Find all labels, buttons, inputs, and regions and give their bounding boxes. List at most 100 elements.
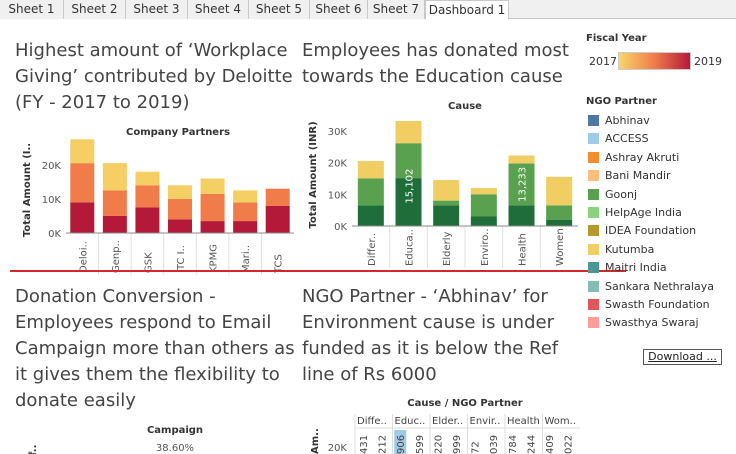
bar-segment[interactable] <box>395 143 422 179</box>
ngo-partner-table[interactable]: Cause / NGO Partner Am.. 20K Diffe.. Educ.. E… <box>300 392 585 454</box>
legend-swatch <box>588 151 599 163</box>
y-tick-label: 10K <box>42 195 62 206</box>
bar-segment[interactable] <box>395 121 422 144</box>
fiscal-year-max: 2019 <box>694 55 722 68</box>
bar-segment[interactable] <box>168 198 192 220</box>
bar-segment[interactable] <box>168 219 192 233</box>
bar-segment[interactable] <box>70 139 95 164</box>
fiscal-year-legend-title: Fiscal Year <box>586 33 647 44</box>
x-tick-label: Enviro.. <box>480 228 491 266</box>
bar-segment[interactable] <box>357 205 384 226</box>
table-column-header: Wom.. <box>545 416 577 427</box>
bar-segment[interactable] <box>70 163 95 203</box>
y-tick-label: 30K <box>328 127 348 138</box>
tab-sheet-6[interactable]: Sheet 6 <box>310 0 368 19</box>
bar-segment[interactable] <box>200 221 225 233</box>
bar-segment[interactable] <box>200 178 225 194</box>
legend-label: ACCESS <box>605 132 649 146</box>
bar-segment[interactable] <box>135 185 160 208</box>
campaign-chart-title: Campaign <box>147 425 203 436</box>
cause-chart[interactable]: Cause Total Amount (INR) 0K 10K 20K 30K Differ… <box>300 95 585 275</box>
table-column-header: Educ.. <box>395 416 426 427</box>
bar-segment[interactable] <box>168 185 192 199</box>
ngo-partner-legend-title: NGO Partner <box>586 96 657 107</box>
bar-segment[interactable] <box>102 190 127 216</box>
company-partners-chart[interactable]: Company Partners Total Amount (I.. 0K 10K 20… <box>0 120 300 275</box>
chart-title: Cause <box>448 101 482 112</box>
bar-segment[interactable] <box>470 187 497 195</box>
tab-sheet-2[interactable]: Sheet 2 <box>64 0 126 19</box>
tab-sheet-3[interactable]: Sheet 3 <box>126 0 188 19</box>
tab-sheet-5[interactable]: Sheet 5 <box>249 0 310 19</box>
bar-segment[interactable] <box>357 160 384 179</box>
legend-label: Swasth Foundation <box>605 298 710 311</box>
legend-swatch <box>588 317 599 329</box>
x-tick-label: Genp.. <box>111 240 122 273</box>
y-tick-label: 0K <box>48 229 61 240</box>
bar-segment[interactable] <box>433 205 460 226</box>
legend-label: Sankara Nethralaya <box>605 279 714 293</box>
campaign-chart[interactable]: Campaign 38.60% f.. <box>0 420 300 454</box>
tab-sheet-7[interactable]: Sheet 7 <box>368 0 425 19</box>
bar-segment[interactable] <box>265 188 290 206</box>
table-highlight-cell[interactable] <box>394 430 407 454</box>
tab-sheet-1[interactable]: Sheet 1 <box>0 0 64 19</box>
title-donation-conversion: Donation Conversion - Employees respond … <box>15 286 295 411</box>
bar-segment[interactable] <box>508 205 535 226</box>
legend-swatch <box>588 243 599 255</box>
bar-segment[interactable] <box>200 193 225 222</box>
campaign-data-label: 38.60% <box>156 443 194 454</box>
bar-segment[interactable] <box>395 178 422 226</box>
legend-label: Abhinav <box>605 114 650 127</box>
bar-segment[interactable] <box>470 216 497 226</box>
tab-sheet-4[interactable]: Sheet 4 <box>188 0 249 19</box>
table-cell-value: 220 <box>433 435 444 454</box>
bar-segment[interactable] <box>70 202 95 233</box>
bar-segment[interactable] <box>265 205 290 233</box>
table-title: Cause / NGO Partner <box>407 398 523 409</box>
y-axis-label: Total Amount (I.. <box>22 143 33 237</box>
x-tick-label: Women <box>555 228 566 266</box>
legend-label: Kutumba <box>605 242 655 256</box>
bar-segment[interactable] <box>470 194 497 217</box>
y-axis-label: Total Amount (INR) <box>308 121 319 228</box>
campaign-y-axis-label: f.. <box>28 445 39 454</box>
legend-label: Maitri India <box>605 261 667 275</box>
bar-segment[interactable] <box>433 200 460 206</box>
bar-segment[interactable] <box>546 176 573 206</box>
legend-label: HelpAge India <box>605 206 682 219</box>
bar-segment[interactable] <box>433 180 460 201</box>
bar-segment[interactable] <box>233 202 258 222</box>
table-y-tick: 20K <box>328 443 348 454</box>
y-tick-label: 0K <box>334 222 347 233</box>
y-tick-label: 20K <box>328 159 348 170</box>
bar-segment[interactable] <box>546 205 573 220</box>
fiscal-year-min: 2017 <box>589 55 617 68</box>
bar-segment[interactable] <box>546 219 573 226</box>
fiscal-year-gradient <box>618 52 691 70</box>
table-cell-value: 039 <box>489 435 500 454</box>
bar-segment[interactable] <box>135 171 160 186</box>
bar-segment[interactable] <box>508 163 535 206</box>
bar-segment[interactable] <box>135 207 160 233</box>
download-button[interactable]: Download ... <box>643 349 722 365</box>
bar-segment[interactable] <box>233 221 258 233</box>
bar-segment[interactable] <box>102 215 127 233</box>
legend-label: Swasthya Swaraj <box>605 316 699 330</box>
legend-swatch <box>588 133 599 145</box>
tab-dashboard-1[interactable]: Dashboard 1 <box>425 0 509 20</box>
table-cell-value: 906 <box>396 435 407 454</box>
x-tick-label: Educa.. <box>405 229 416 266</box>
title-ngo-partner: NGO Partner - ‘Abhinav’ for Environment … <box>302 286 559 385</box>
y-tick-label: 10K <box>328 190 348 201</box>
bar-segment[interactable] <box>102 163 127 191</box>
reference-line <box>10 270 626 272</box>
legend-label: Bani Mandir <box>605 169 671 183</box>
x-tick-label: GSK <box>143 252 154 273</box>
x-tick-label: Health <box>518 233 529 266</box>
table-column-header: Health <box>507 416 540 427</box>
table-cell-value: 409 <box>545 435 556 454</box>
bar-segment[interactable] <box>233 190 258 203</box>
bar-segment[interactable] <box>508 155 535 164</box>
bar-segment[interactable] <box>357 178 384 206</box>
